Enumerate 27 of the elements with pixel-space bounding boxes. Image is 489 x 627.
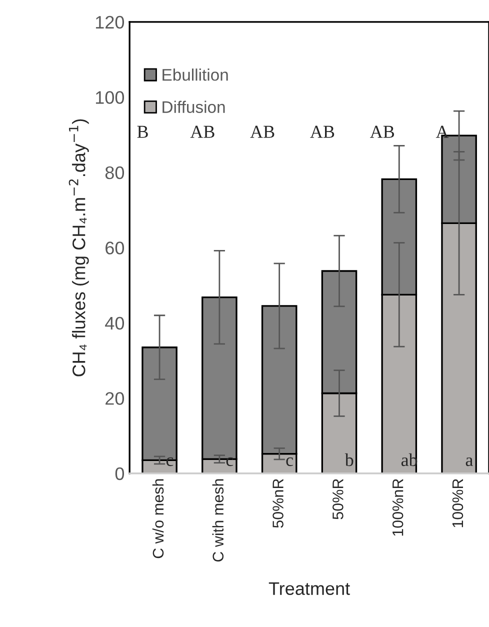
x-tick-label: 100%R — [452, 478, 464, 528]
x-tick-label: 50%nR — [272, 478, 284, 528]
annotation: AB — [190, 126, 214, 138]
legend-label: Diffusion — [162, 100, 225, 113]
legend-label: Ebullition — [162, 68, 228, 81]
y-tick-label: 0 — [115, 467, 124, 480]
annotation: A — [436, 126, 449, 138]
annotation: c — [226, 457, 234, 466]
y-tick-label: 60 — [106, 242, 124, 254]
annotation: AB — [310, 126, 334, 138]
y-tick-label: 80 — [105, 166, 124, 180]
annotation: AB — [250, 126, 274, 138]
y-tick-label: 120 — [96, 16, 124, 29]
x-tick-label: C with mesh — [212, 479, 224, 562]
y-tick-label: 100 — [96, 91, 124, 104]
x-tick-label: 100%nR — [392, 478, 404, 536]
y-tick-label: 20 — [106, 392, 124, 405]
annotation: a — [466, 457, 473, 466]
y-axis-title: CH₄ fluxes (mg CH₄.m$^{−2}$.day$^{−1}$) — [68, 119, 89, 376]
annotation: b — [344, 453, 354, 466]
x-tick-label: 50%R — [332, 478, 344, 520]
annotation: AB — [370, 126, 394, 138]
y-tick-label: 40 — [105, 316, 124, 330]
annotation: B — [137, 126, 148, 138]
annotation: c — [286, 457, 293, 466]
x-axis-title: Treatment — [268, 582, 350, 595]
x-tick-label: C w/o mesh — [152, 479, 164, 558]
